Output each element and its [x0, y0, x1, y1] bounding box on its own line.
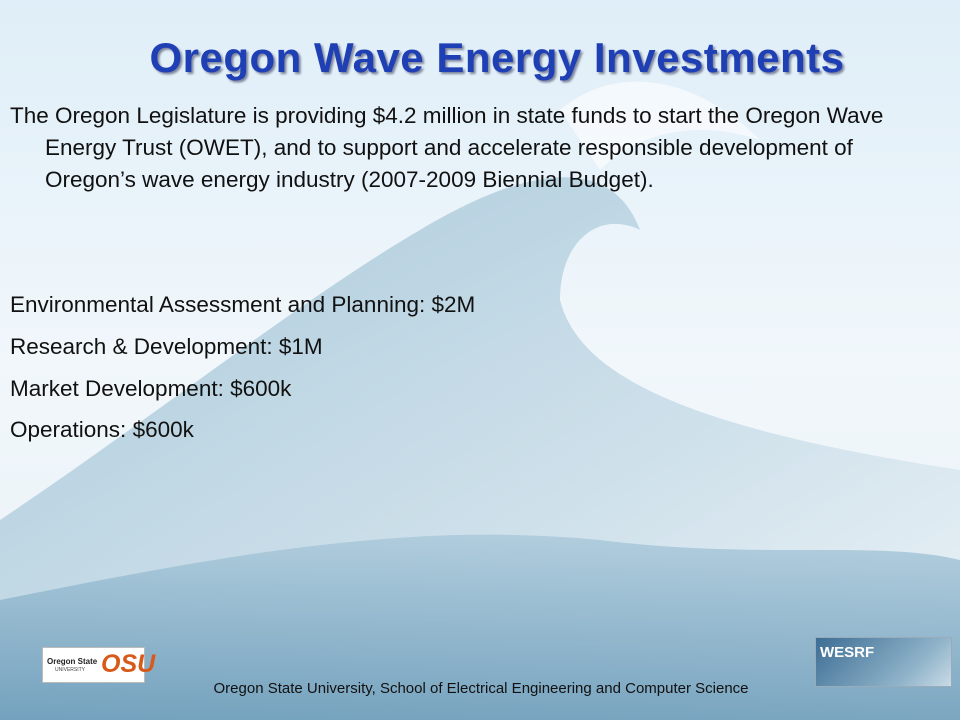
logo-text: UNIVERSITY	[55, 667, 86, 673]
budget-item: Operations: $600k	[10, 417, 194, 442]
logo-text: OSU	[101, 650, 156, 678]
osu-logo: Oregon State UNIVERSITY OSU	[42, 647, 155, 683]
title: Oregon Wave Energy Investments	[149, 34, 845, 81]
budget-item: Environmental Assessment and Planning: $…	[10, 292, 476, 317]
budget-item: Research & Development: $1M	[10, 334, 323, 359]
logo-text: Oregon State	[47, 657, 98, 666]
budget-item: Market Development: $600k	[10, 376, 292, 401]
logo-text: WESRF	[820, 644, 875, 661]
paragraph: The Oregon Legislature is providing $4.2…	[10, 103, 884, 192]
wesrf-logo: WESRF	[815, 637, 952, 687]
footer: Oregon State University, School of Elect…	[213, 680, 749, 697]
